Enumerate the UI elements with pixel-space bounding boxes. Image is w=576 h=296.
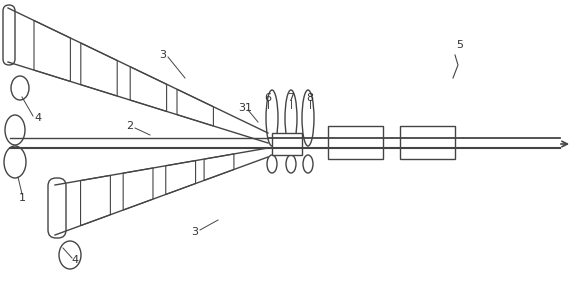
- Polygon shape: [123, 168, 153, 210]
- Bar: [400, 126, 455, 159]
- Text: 2: 2: [127, 121, 134, 131]
- Bar: [272, 133, 302, 155]
- Ellipse shape: [59, 241, 81, 269]
- Ellipse shape: [4, 146, 26, 178]
- Text: 7: 7: [287, 93, 294, 103]
- Text: 8: 8: [306, 93, 313, 103]
- Bar: [328, 126, 383, 159]
- Ellipse shape: [266, 90, 278, 146]
- FancyBboxPatch shape: [3, 5, 15, 65]
- Ellipse shape: [285, 90, 297, 146]
- Ellipse shape: [267, 155, 277, 173]
- Polygon shape: [166, 160, 196, 194]
- Text: 3: 3: [160, 50, 166, 60]
- Ellipse shape: [5, 115, 25, 145]
- FancyBboxPatch shape: [48, 178, 66, 238]
- Ellipse shape: [302, 90, 314, 146]
- Ellipse shape: [11, 76, 29, 100]
- Ellipse shape: [286, 155, 296, 173]
- Polygon shape: [34, 20, 70, 81]
- Polygon shape: [204, 154, 234, 180]
- Polygon shape: [81, 175, 111, 226]
- Text: 5: 5: [457, 40, 464, 50]
- Polygon shape: [81, 43, 117, 96]
- Text: 1: 1: [18, 193, 25, 203]
- Text: 3: 3: [191, 227, 199, 237]
- Polygon shape: [177, 89, 213, 126]
- Ellipse shape: [303, 155, 313, 173]
- Text: 6: 6: [264, 93, 271, 103]
- Text: 31: 31: [238, 103, 252, 113]
- Polygon shape: [130, 67, 166, 111]
- Text: 4: 4: [35, 113, 41, 123]
- Text: 4: 4: [71, 255, 78, 265]
